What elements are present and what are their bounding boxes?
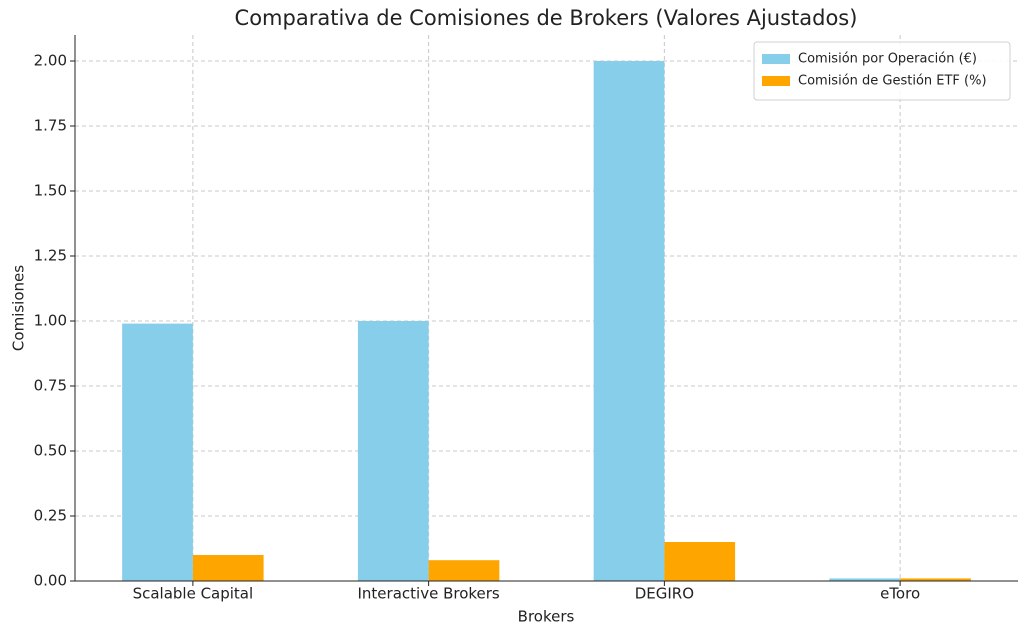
bar [357,321,429,581]
y-tick-label: 0.75 [34,377,67,395]
y-axis-label: Comisiones [10,265,28,351]
legend-swatch [762,54,790,64]
legend-label: Comisión de Gestión ETF (%) [798,74,987,89]
bar [428,560,500,581]
y-tick-label: 1.00 [34,312,67,330]
y-tick-label: 1.75 [34,117,67,135]
x-tick-label: eToro [880,585,920,603]
chart-title: Comparativa de Comisiones de Brokers (Va… [235,6,858,30]
legend: Comisión por Operación (€) Comisión de Ge… [753,41,1011,101]
legend-label: Comisión por Operación (€) [798,52,977,67]
y-tick-label: 0.50 [34,442,67,460]
legend-box [753,41,1011,101]
y-tick-label: 0.00 [34,572,67,590]
bar [593,61,665,581]
legend-swatch [762,76,790,86]
y-tick-label: 1.50 [34,182,67,200]
y-tick-label: 2.00 [34,52,67,70]
x-tick-label: DEGIRO [635,585,694,603]
y-tick-label: 0.25 [34,507,67,525]
y-tick-label: 1.25 [34,247,67,265]
bar [192,555,264,581]
x-tick-label: Scalable Capital [133,585,254,603]
bar [829,578,901,581]
bar [900,578,971,581]
bar [664,542,736,581]
x-tick-label: Interactive Brokers [358,585,500,603]
x-axis-label: Brokers [518,608,575,626]
bar [122,323,193,581]
